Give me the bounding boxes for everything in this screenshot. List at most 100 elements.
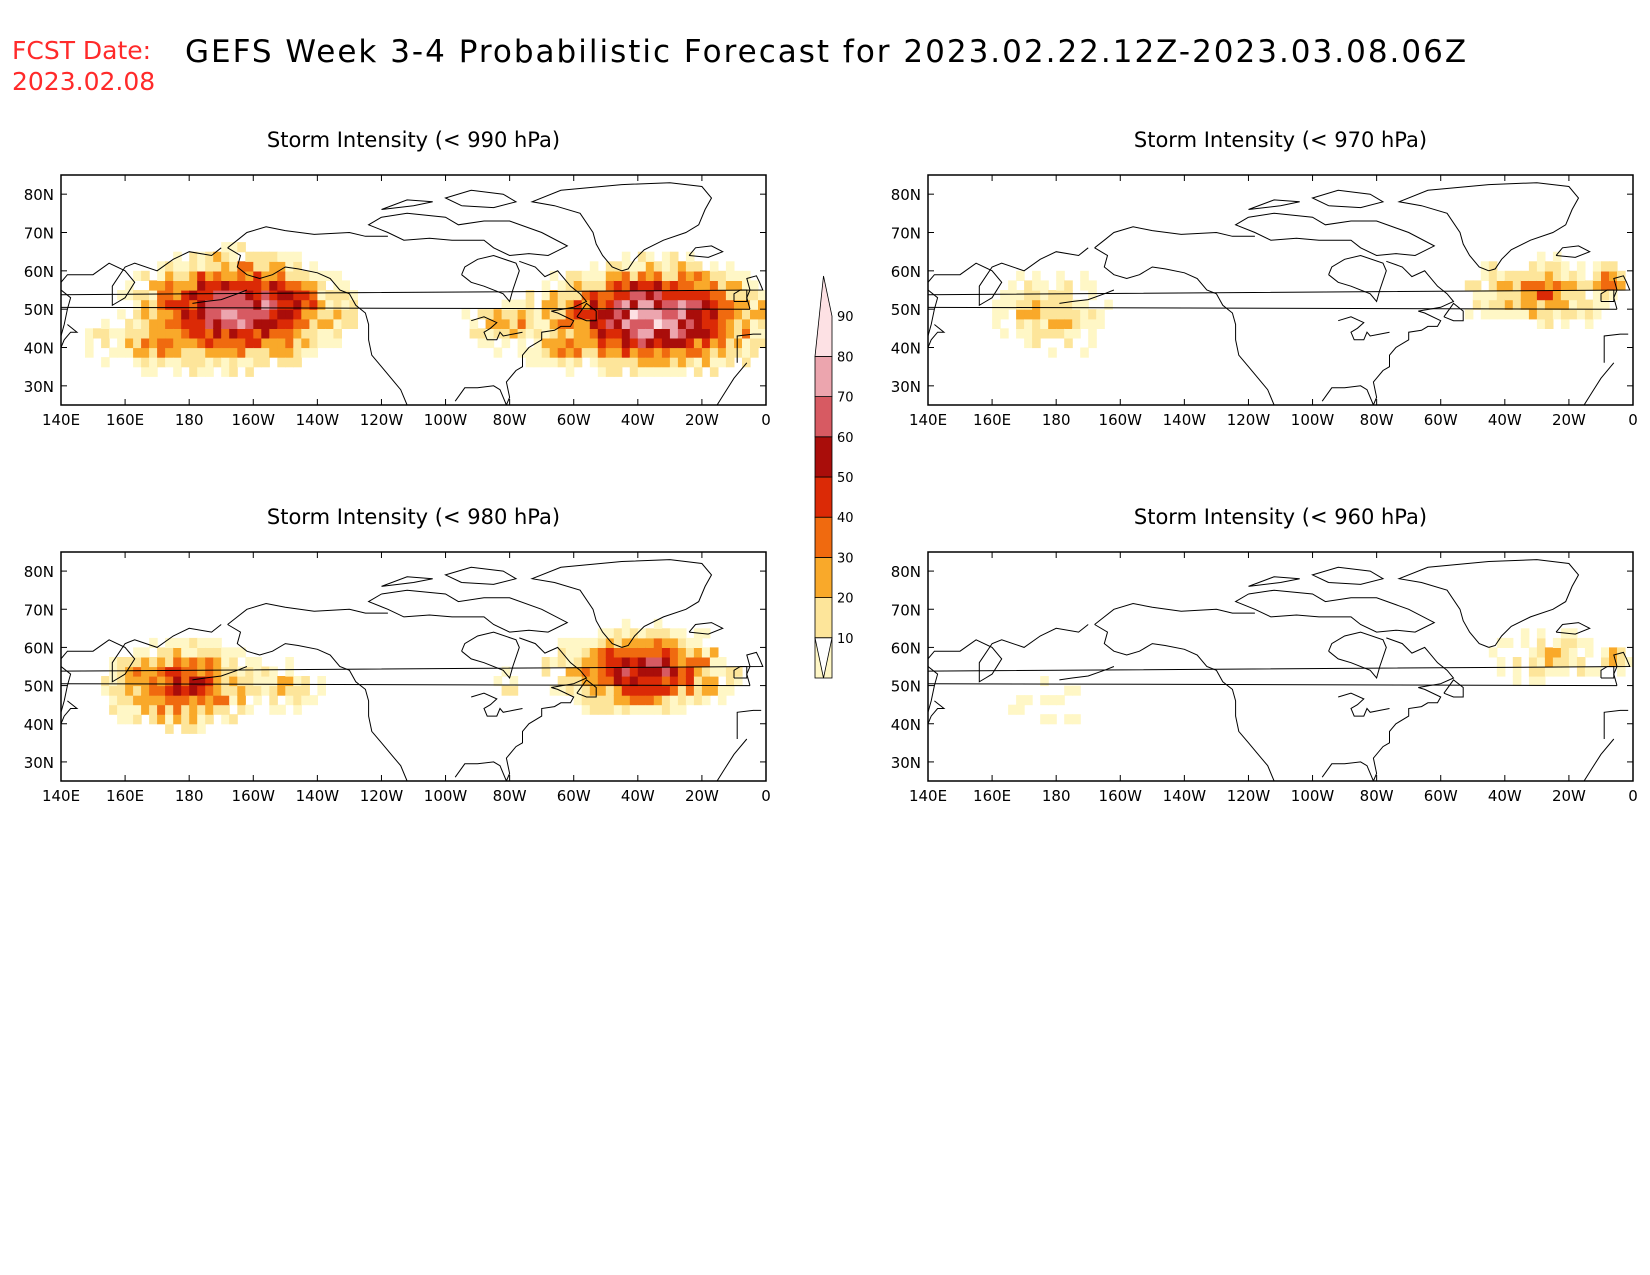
map-panel-1: Storm Intensity (< 970 hPa) 80N 70N 60N 50N 4…	[891, 128, 1638, 429]
probability-cell	[709, 299, 719, 310]
probability-cell	[1024, 280, 1033, 291]
probability-cell	[221, 251, 230, 262]
lat-tick-label: 70N	[24, 225, 54, 243]
probability-cell	[581, 337, 591, 349]
probability-cell	[1032, 290, 1041, 301]
probability-cell	[229, 309, 238, 320]
probability-cell	[1544, 309, 1554, 320]
probability-cell	[581, 704, 591, 715]
lon-tick-label: 100W	[424, 787, 468, 805]
probability-cell	[621, 704, 631, 715]
probability-cell	[573, 685, 583, 696]
probability-cell	[317, 280, 326, 291]
probability-cell	[533, 357, 543, 368]
probability-cell	[1592, 270, 1602, 281]
probability-cell	[1056, 318, 1065, 329]
probability-cell	[533, 318, 543, 329]
map-frame	[927, 551, 1634, 782]
probability-cell	[197, 685, 206, 696]
probability-cell	[285, 280, 294, 291]
probability-cell	[613, 280, 623, 291]
probability-cell	[197, 280, 206, 291]
probability-cell	[621, 328, 631, 339]
probability-cell	[541, 357, 551, 368]
probability-cell	[237, 685, 246, 696]
probability-cell	[613, 337, 623, 349]
probability-cell	[677, 637, 687, 648]
probability-cell	[1496, 270, 1506, 281]
probability-cell	[133, 347, 142, 358]
probability-cell	[701, 328, 711, 339]
probability-cell	[189, 366, 198, 377]
probability-cell	[1072, 714, 1081, 725]
coastline	[367, 589, 569, 633]
probability-cell	[221, 280, 230, 291]
probability-cell	[709, 657, 719, 668]
probability-cell	[189, 309, 198, 320]
probability-cell	[125, 676, 134, 687]
probability-cell	[149, 328, 158, 339]
probability-cell	[245, 704, 254, 715]
probability-cell	[669, 628, 679, 639]
coastline	[1555, 622, 1591, 635]
probability-cell	[157, 647, 166, 658]
probability-cell	[133, 299, 142, 310]
probability-cell	[165, 290, 174, 301]
coastline	[736, 333, 762, 363]
probability-cell	[293, 261, 302, 272]
probability-cell	[734, 290, 743, 301]
probability-cell	[605, 261, 615, 272]
probability-cell	[565, 366, 575, 377]
probability-cell	[1064, 337, 1073, 349]
probability-cell	[645, 251, 655, 262]
probability-cell	[669, 704, 679, 715]
probability-cell	[557, 328, 567, 339]
probability-cell	[1560, 261, 1570, 272]
probability-cell	[117, 347, 126, 358]
probability-cell	[701, 666, 711, 677]
probability-cell	[189, 328, 198, 339]
probability-cell	[477, 309, 487, 320]
probability-cell	[109, 695, 118, 706]
probability-cell	[701, 695, 711, 706]
probability-cell	[189, 357, 198, 368]
probability-cell	[173, 676, 182, 687]
probability-cell	[269, 261, 278, 272]
probability-cell	[677, 337, 687, 349]
probability-cell	[197, 366, 206, 377]
probability-cell	[629, 647, 639, 658]
probability-cell	[701, 309, 711, 320]
probability-cell	[742, 318, 751, 329]
probability-cell	[758, 309, 766, 320]
probability-cell	[293, 704, 302, 715]
probability-cell	[341, 290, 350, 301]
probability-cell	[1528, 647, 1538, 658]
probability-cell	[645, 657, 655, 668]
probability-cell	[85, 328, 94, 339]
probability-cell	[717, 309, 727, 320]
probability-cell	[1088, 318, 1097, 329]
probability-cell	[1080, 318, 1089, 329]
probability-cell	[189, 685, 198, 696]
probability-cell	[157, 328, 166, 339]
probability-cell	[717, 666, 727, 677]
lon-tick-label: 140W	[296, 411, 340, 429]
probability-cell	[237, 704, 246, 715]
probability-cell	[317, 676, 326, 687]
probability-cell	[293, 309, 302, 320]
probability-cell	[205, 657, 214, 668]
probability-cell	[677, 347, 687, 358]
probability-cell	[685, 685, 695, 696]
probability-cell	[253, 280, 262, 291]
probability-cell	[589, 290, 599, 301]
probability-cell	[645, 280, 655, 291]
lon-tick-label: 140W	[1163, 411, 1207, 429]
coastline	[928, 247, 1089, 337]
lat-tick-label: 60N	[24, 263, 54, 281]
probability-cell	[1040, 299, 1049, 310]
probability-cell	[517, 328, 527, 339]
probability-cell	[701, 357, 711, 368]
probability-cell	[173, 299, 182, 310]
probability-cell	[645, 676, 655, 687]
